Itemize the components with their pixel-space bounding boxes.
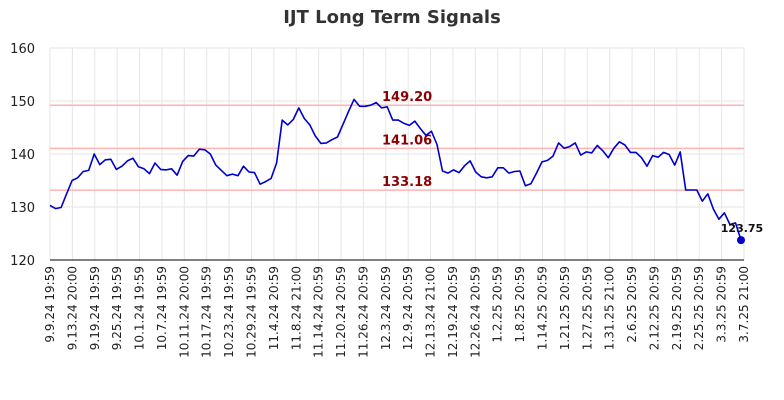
x-tick-label: 10.1.24 19:59	[133, 266, 147, 350]
x-tick-label: 11.4.24 20:59	[267, 266, 281, 350]
x-tick-label: 1.8.25 20:59	[513, 266, 527, 343]
level-label: 149.20	[382, 90, 432, 105]
y-tick-label: 140	[10, 148, 35, 163]
x-tick-label: 2.25.25 20:59	[692, 266, 706, 350]
x-tick-label: 10.23.24 19:59	[222, 266, 236, 358]
x-tick-label: 1.2.25 20:59	[491, 266, 505, 343]
x-tick-label: 2.6.25 20:59	[625, 266, 639, 343]
price-line	[49, 98, 742, 241]
levels-layer: 149.20 141.06 133.18	[50, 90, 744, 191]
y-tick-label: 150	[10, 95, 35, 110]
x-tick-label: 10.17.24 19:59	[200, 266, 214, 358]
x-tick-label: 9.9.24 19:59	[43, 266, 57, 343]
x-tick-label: 11.20.24 20:59	[334, 266, 348, 358]
x-tick-label: 12.9.24 20:59	[401, 266, 415, 350]
last-point-marker	[737, 236, 745, 245]
x-tick-label: 11.14.24 20:59	[312, 266, 326, 358]
x-tick-label: 3.7.25 21:00	[737, 266, 751, 343]
last-value-label: 123.75	[721, 222, 763, 235]
y-tick-label: 120	[10, 254, 35, 269]
grid-layer	[49, 47, 745, 260]
x-tick-label: 12.3.24 20:59	[379, 266, 393, 350]
y-tick-label: 160	[10, 42, 35, 57]
x-tick-label: 12.19.24 20:59	[446, 266, 460, 358]
x-tick-label: 1.21.25 20:59	[558, 266, 572, 350]
x-tick-label: 12.13.24 21:00	[424, 266, 438, 358]
ticks-layer: 120 130 140 150 160 9.9.24 19:59 9.13.24 20:00…	[10, 42, 751, 358]
x-tick-label: 9.19.24 19:59	[88, 266, 102, 350]
x-tick-label: 11.8.24 21:00	[289, 266, 303, 350]
x-tick-label: 1.14.25 20:59	[536, 266, 550, 350]
x-tick-label: 1.27.25 20:59	[580, 266, 594, 350]
x-tick-label: 3.3.25 20:59	[715, 266, 729, 343]
x-tick-label: 9.13.24 20:00	[65, 266, 79, 350]
x-tick-label: 10.11.24 20:00	[177, 266, 191, 358]
x-tick-label: 9.25.24 19:59	[110, 266, 124, 350]
level-label: 141.06	[382, 133, 432, 148]
x-tick-label: 12.26.24 20:59	[468, 266, 482, 358]
x-tick-label: 2.12.25 20:59	[647, 266, 661, 350]
x-tick-label: 10.29.24 19:59	[244, 266, 258, 358]
chart-title: IJT Long Term Signals	[283, 7, 501, 28]
level-label: 133.18	[382, 175, 432, 190]
y-tick-label: 130	[10, 201, 35, 216]
x-tick-label: 1.31.25 21:00	[603, 266, 617, 350]
x-tick-label: 11.26.24 20:59	[356, 266, 370, 358]
x-tick-label: 10.7.24 19:59	[155, 266, 169, 350]
x-tick-label: 2.19.25 20:59	[670, 266, 684, 350]
line-layer: 123.75	[49, 98, 763, 245]
